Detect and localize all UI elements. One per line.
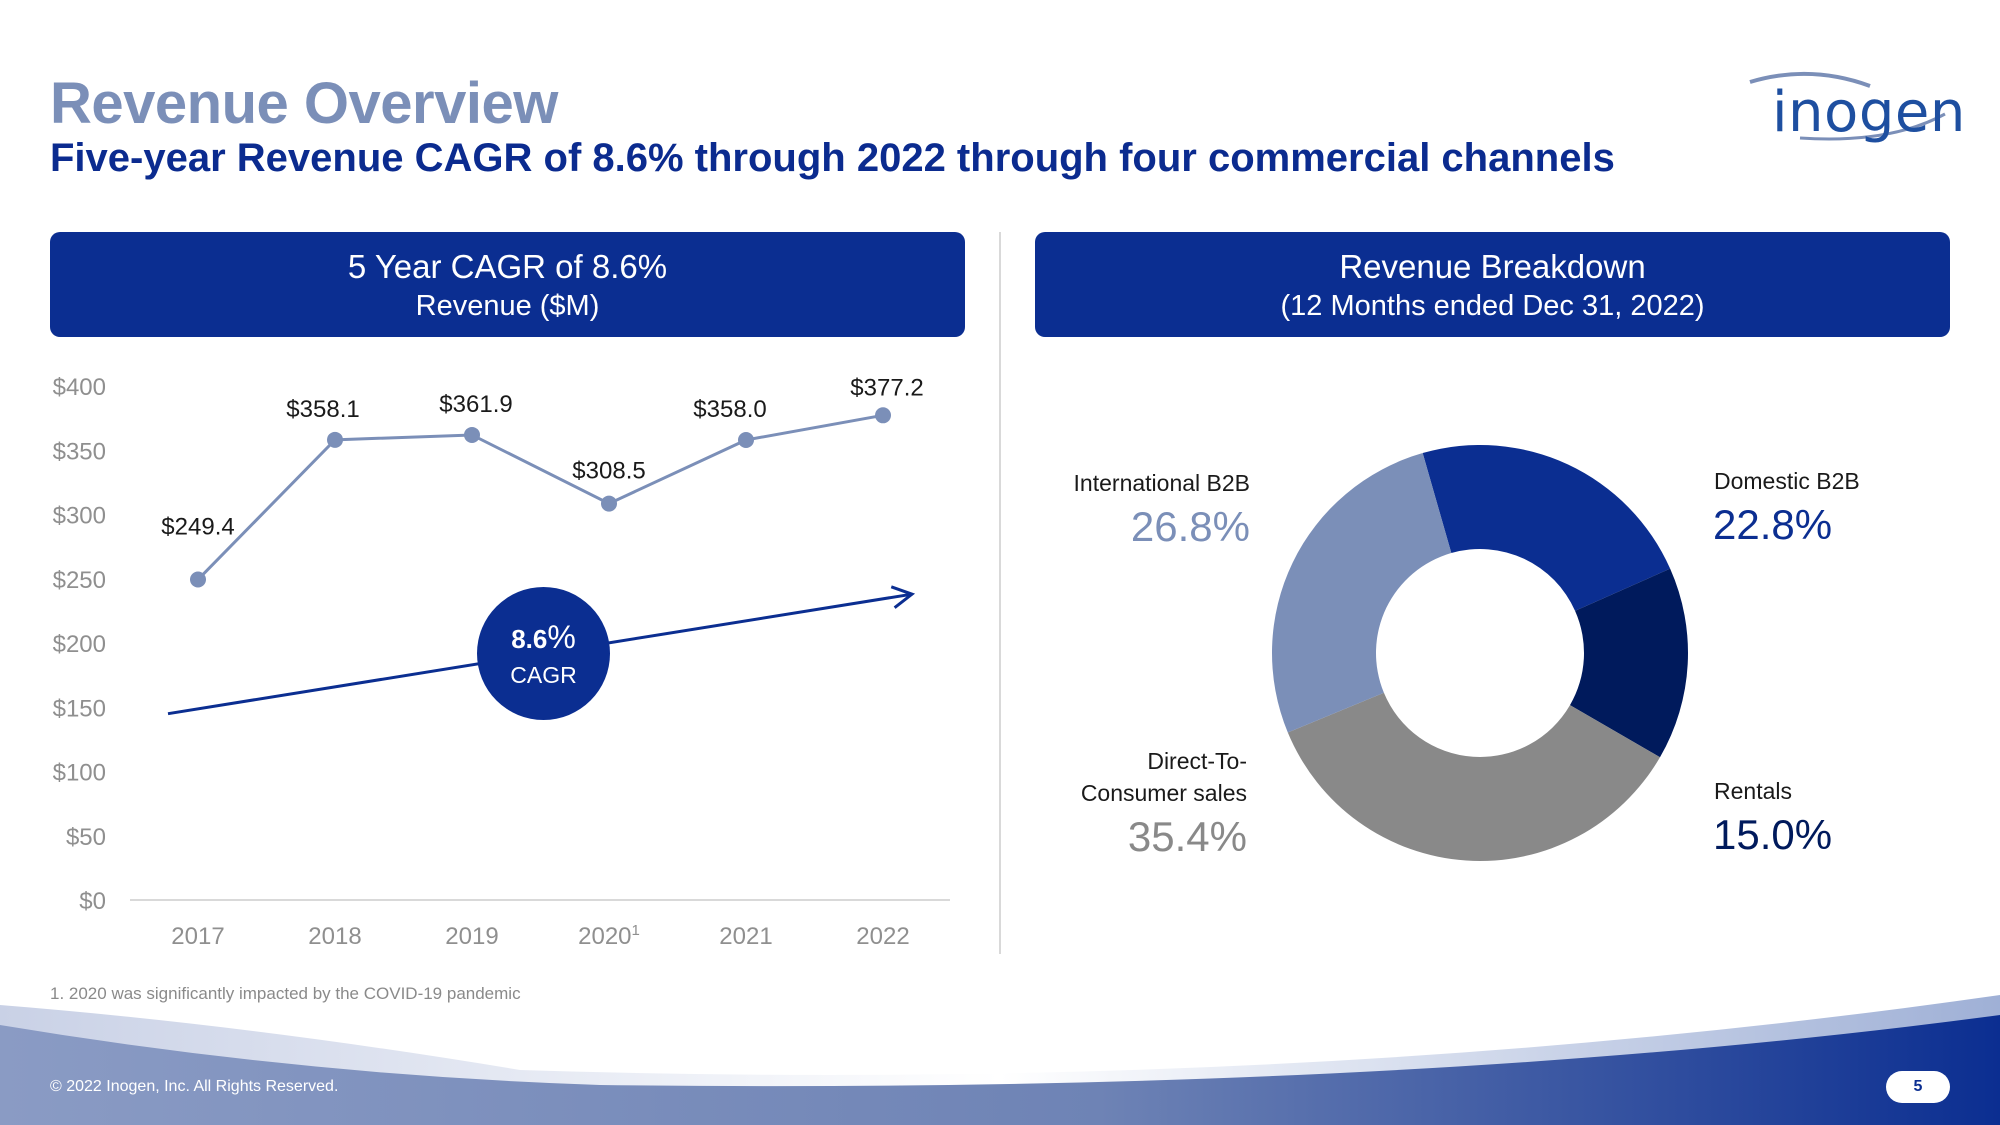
page-number: 5 — [1886, 1071, 1950, 1103]
y-tick-label: $250 — [53, 567, 106, 594]
dtc-pct: 35.4% — [1127, 813, 1247, 860]
cagr-unit: % — [547, 619, 576, 655]
page-title: Revenue Overview — [50, 71, 558, 136]
y-tick-label: $150 — [53, 695, 106, 722]
donut-slice-rentals — [1569, 568, 1688, 758]
revenue-data-label: $308.5 — [572, 458, 645, 485]
dtc-label-line1: Direct-To- — [1147, 748, 1247, 774]
company-logo: inogen — [1740, 66, 1965, 146]
domestic-b2b-label: Domestic B2B — [1714, 468, 1860, 494]
y-tick-label: $0 — [79, 888, 106, 915]
revenue-line-chart: $0 $50 $100 $150 $200 $250 $300 $350 $400 2017 201… — [53, 374, 950, 950]
revenue-data-label: $358.1 — [286, 396, 359, 423]
revenue-point — [464, 426, 480, 443]
x-tick-label: 2017 — [171, 923, 224, 950]
donut-slice-direct-to-consumer-sales — [1287, 692, 1660, 861]
x-tick-label: 2021 — [719, 923, 772, 950]
revenue-data-label: $377.2 — [850, 374, 923, 401]
revenue-data-label: $358.0 — [693, 396, 766, 423]
revenue-series-line — [196, 413, 884, 581]
breakdown-chart-subtitle: (12 Months ended Dec 31, 2022) — [1280, 290, 1705, 322]
breakdown-chart-header: Revenue Breakdown (12 Months ended Dec 3… — [1035, 232, 1950, 337]
rentals-label: Rentals — [1714, 778, 1792, 804]
domestic-b2b-pct: 22.8% — [1713, 501, 1833, 548]
footer-wave-band — [0, 995, 2000, 1125]
revenue-chart-header: 5 Year CAGR of 8.6% Revenue ($M) — [50, 232, 965, 337]
copyright: © 2022 Inogen, Inc. All Rights Reserved. — [50, 1078, 339, 1095]
footnote-mark: 1 — [632, 922, 640, 939]
revenue-point — [327, 431, 343, 448]
donut-slice-domestic-b2b — [1422, 445, 1671, 611]
dtc-label-line2: Consumer sales — [1080, 780, 1247, 806]
revenue-breakdown-donut — [1272, 445, 1688, 861]
revenue-point — [875, 407, 891, 424]
footnote: 1. 2020 was significantly impacted by th… — [50, 984, 521, 1003]
revenue-point — [738, 431, 754, 448]
y-tick-label: $50 — [66, 824, 106, 851]
cagr-label: CAGR — [510, 662, 577, 688]
revenue-data-label: $249.4 — [161, 514, 234, 541]
y-tick-label: $100 — [53, 760, 106, 787]
panel-divider — [999, 232, 1001, 954]
cagr-value: 8.6 — [511, 624, 548, 654]
x-tick-label: 20201 — [578, 922, 640, 950]
page-subtitle: Five-year Revenue CAGR of 8.6% through 2… — [50, 136, 1615, 180]
x-tick-label: 2019 — [445, 923, 498, 950]
y-tick-label: $300 — [53, 503, 106, 530]
breakdown-chart-title: Revenue Breakdown — [1339, 248, 1646, 285]
international-b2b-label: International B2B — [1073, 470, 1250, 496]
revenue-point — [190, 571, 206, 588]
revenue-point — [601, 495, 617, 512]
y-tick-label: $350 — [53, 438, 106, 465]
y-tick-label: $400 — [53, 374, 106, 401]
logo-wordmark: inogen — [1772, 80, 1966, 145]
y-tick-label: $200 — [53, 631, 106, 658]
international-b2b-pct: 26.8% — [1130, 503, 1250, 550]
logo-swoosh-icon — [1749, 71, 1946, 141]
x-tick-label: 2022 — [856, 923, 909, 950]
cagr-trend-arrowhead — [890, 585, 916, 609]
revenue-chart-title: 5 Year CAGR of 8.6% — [347, 248, 668, 285]
revenue-data-label: $361.9 — [439, 391, 512, 418]
donut-slice-international-b2b — [1272, 453, 1452, 733]
revenue-chart-subtitle: Revenue ($M) — [415, 290, 600, 322]
x-tick-label: 2018 — [308, 923, 361, 950]
cagr-badge: 8.6% CAGR — [477, 587, 610, 720]
rentals-pct: 15.0% — [1713, 811, 1833, 858]
